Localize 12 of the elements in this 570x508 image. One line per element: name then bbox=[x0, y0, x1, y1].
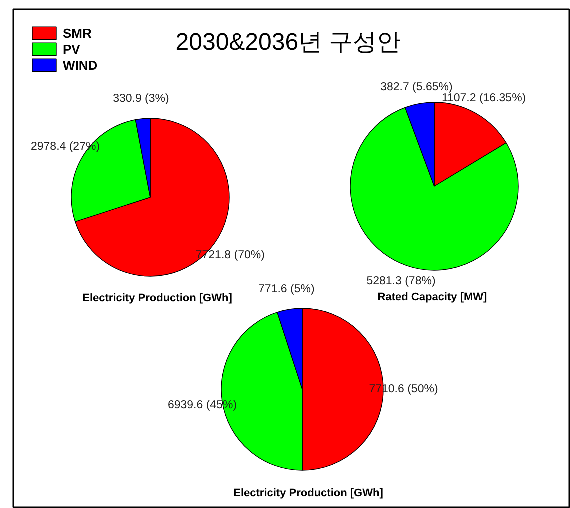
legend-label: WIND bbox=[63, 57, 98, 73]
legend-label: SMR bbox=[63, 25, 92, 41]
data-label: 5281.3 (78%) bbox=[366, 276, 436, 288]
data-label: 1107.2 (16.35%) bbox=[442, 92, 526, 105]
text: Rated Capacity [MW] bbox=[378, 292, 488, 304]
legend-label: PV bbox=[63, 41, 82, 57]
data-label: 771.6 (5%) bbox=[258, 284, 315, 296]
data-label: 382.7 (5.65%) bbox=[380, 81, 453, 94]
chart-title: 2030&2036년 구성안 bbox=[176, 29, 402, 56]
data-label: 330.9 (3%) bbox=[113, 93, 170, 106]
text: Electricity Production [GWh] bbox=[234, 488, 384, 500]
text: Electricity Production [GWh] bbox=[82, 292, 233, 304]
